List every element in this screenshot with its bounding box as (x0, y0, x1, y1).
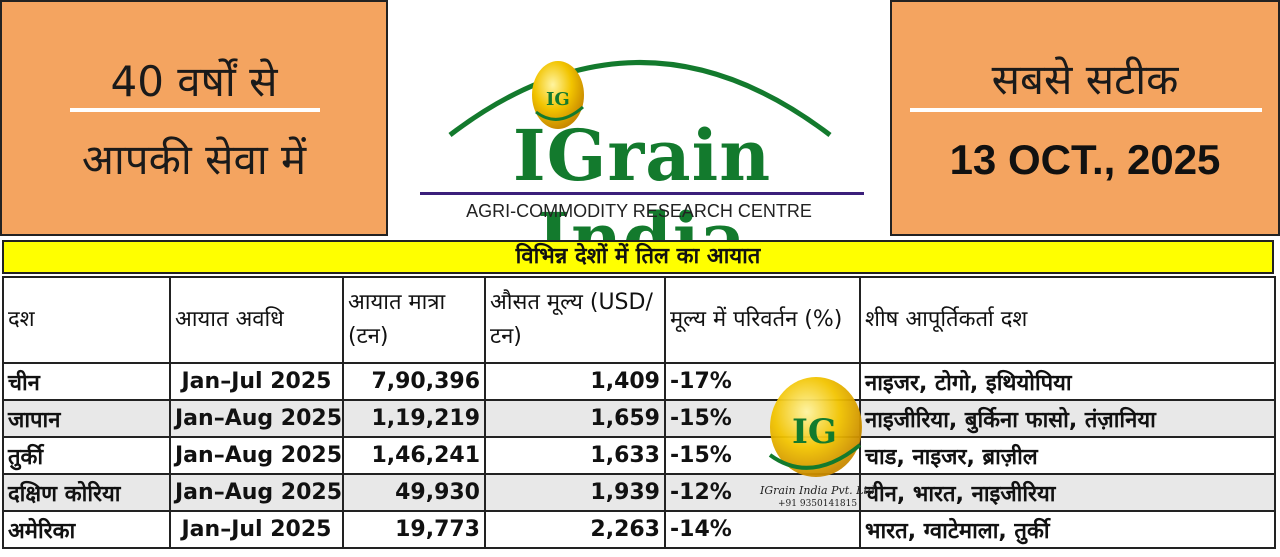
price-cell: 1,409 (484, 362, 666, 401)
price-cell: 1,659 (484, 399, 666, 438)
header-country: दश (2, 276, 171, 364)
quantity-cell: 1,46,241 (342, 436, 486, 475)
country-cell: तुर्की (2, 436, 171, 475)
price-cell: 1,633 (484, 436, 666, 475)
logo-panel: IG IGrain India AGRI-COMMODITY RESEARCH … (390, 2, 888, 280)
logo-subtitle: AGRI-COMMODITY RESEARCH CENTRE (466, 201, 812, 221)
table-row: चीन Jan–Jul 2025 7,90,396 1,409 -17% नाइ… (2, 362, 1276, 401)
right-date-panel: सबसे सटीक 13 OCT., 2025 (890, 0, 1280, 236)
period-cell: Jan–Aug 2025 (169, 436, 344, 475)
country-cell: दक्षिण कोरिया (2, 473, 171, 512)
period-cell: Jan–Aug 2025 (169, 399, 344, 438)
suppliers-cell: चीन, भारत, नाइजीरिया (859, 473, 1276, 512)
left-tagline-panel: 40 वर्षों से आपकी सेवा में (0, 0, 388, 236)
price-cell: 1,939 (484, 473, 666, 512)
quantity-cell: 7,90,396 (342, 362, 486, 401)
suppliers-cell: भारत, ग्वाटेमाला, तुर्की (859, 510, 1276, 549)
table-row: दक्षिण कोरिया Jan–Aug 2025 49,930 1,939 … (2, 473, 1276, 512)
header-period: आयात अवधि (169, 276, 344, 364)
quantity-cell: 1,19,219 (342, 399, 486, 438)
logo-underline (420, 192, 864, 195)
accuracy-label: सबसे सटीक (991, 55, 1179, 104)
tagline-line-1: 40 वर्षों से (110, 57, 278, 106)
period-cell: Jan–Jul 2025 (169, 362, 344, 401)
report-date: 13 OCT., 2025 (949, 136, 1221, 183)
svg-text:IG: IG (546, 89, 570, 110)
quantity-cell: 49,930 (342, 473, 486, 512)
header-banner: 40 वर्षों से आपकी सेवा में IG IGrain Ind… (0, 0, 1280, 280)
date-divider (910, 108, 1262, 112)
table-row: तुर्की Jan–Aug 2025 1,46,241 1,633 -15% … (2, 436, 1276, 475)
change-cell: -14% (664, 510, 861, 549)
period-cell: Jan–Jul 2025 (169, 510, 344, 549)
price-cell: 2,263 (484, 510, 666, 549)
import-table: दश आयात अवधि आयात मात्रा (टन) औसत मूल्य … (2, 276, 1276, 549)
svg-text:IG: IG (792, 412, 837, 452)
country-cell: अमेरिका (2, 510, 171, 549)
watermark-company: IGrain India Pvt. Ltd. (760, 484, 879, 497)
change-cell: -12% (664, 473, 861, 512)
suppliers-cell: नाइजर, टोगो, इथियोपिया (859, 362, 1276, 401)
country-cell: जापान (2, 399, 171, 438)
grain-egg-icon: IG (532, 61, 584, 129)
header-price-change: मूल्य में परिवर्तन (%) (664, 276, 861, 364)
logo-arc-icon (448, 60, 832, 137)
tagline-line-2: आपकी सेवा में (81, 135, 307, 184)
header-quantity: आयात मात्रा (टन) (342, 276, 486, 364)
header-avg-price: औसत मूल्य (USD/टन) (484, 276, 666, 364)
table-row: अमेरिका Jan–Jul 2025 19,773 2,263 -14% भ… (2, 510, 1276, 549)
tagline-divider (70, 108, 320, 112)
watermark-logo-icon: IG (768, 377, 862, 477)
suppliers-cell: चाड, नाइजर, ब्राज़ील (859, 436, 1276, 475)
quantity-cell: 19,773 (342, 510, 486, 549)
suppliers-cell: नाइजीरिया, बुर्किना फासो, तंज़ानिया (859, 399, 1276, 438)
period-cell: Jan–Aug 2025 (169, 473, 344, 512)
table-title: विभिन्न देशों में तिल का आयात (2, 240, 1274, 274)
watermark-phone: +91 9350141815 (778, 499, 858, 509)
country-cell: चीन (2, 362, 171, 401)
header-top-suppliers: शीष आपूर्तिकर्ता दश (859, 276, 1276, 364)
table-header-row: दश आयात अवधि आयात मात्रा (टन) औसत मूल्य … (2, 276, 1276, 364)
table-row: जापान Jan–Aug 2025 1,19,219 1,659 -15% न… (2, 399, 1276, 438)
